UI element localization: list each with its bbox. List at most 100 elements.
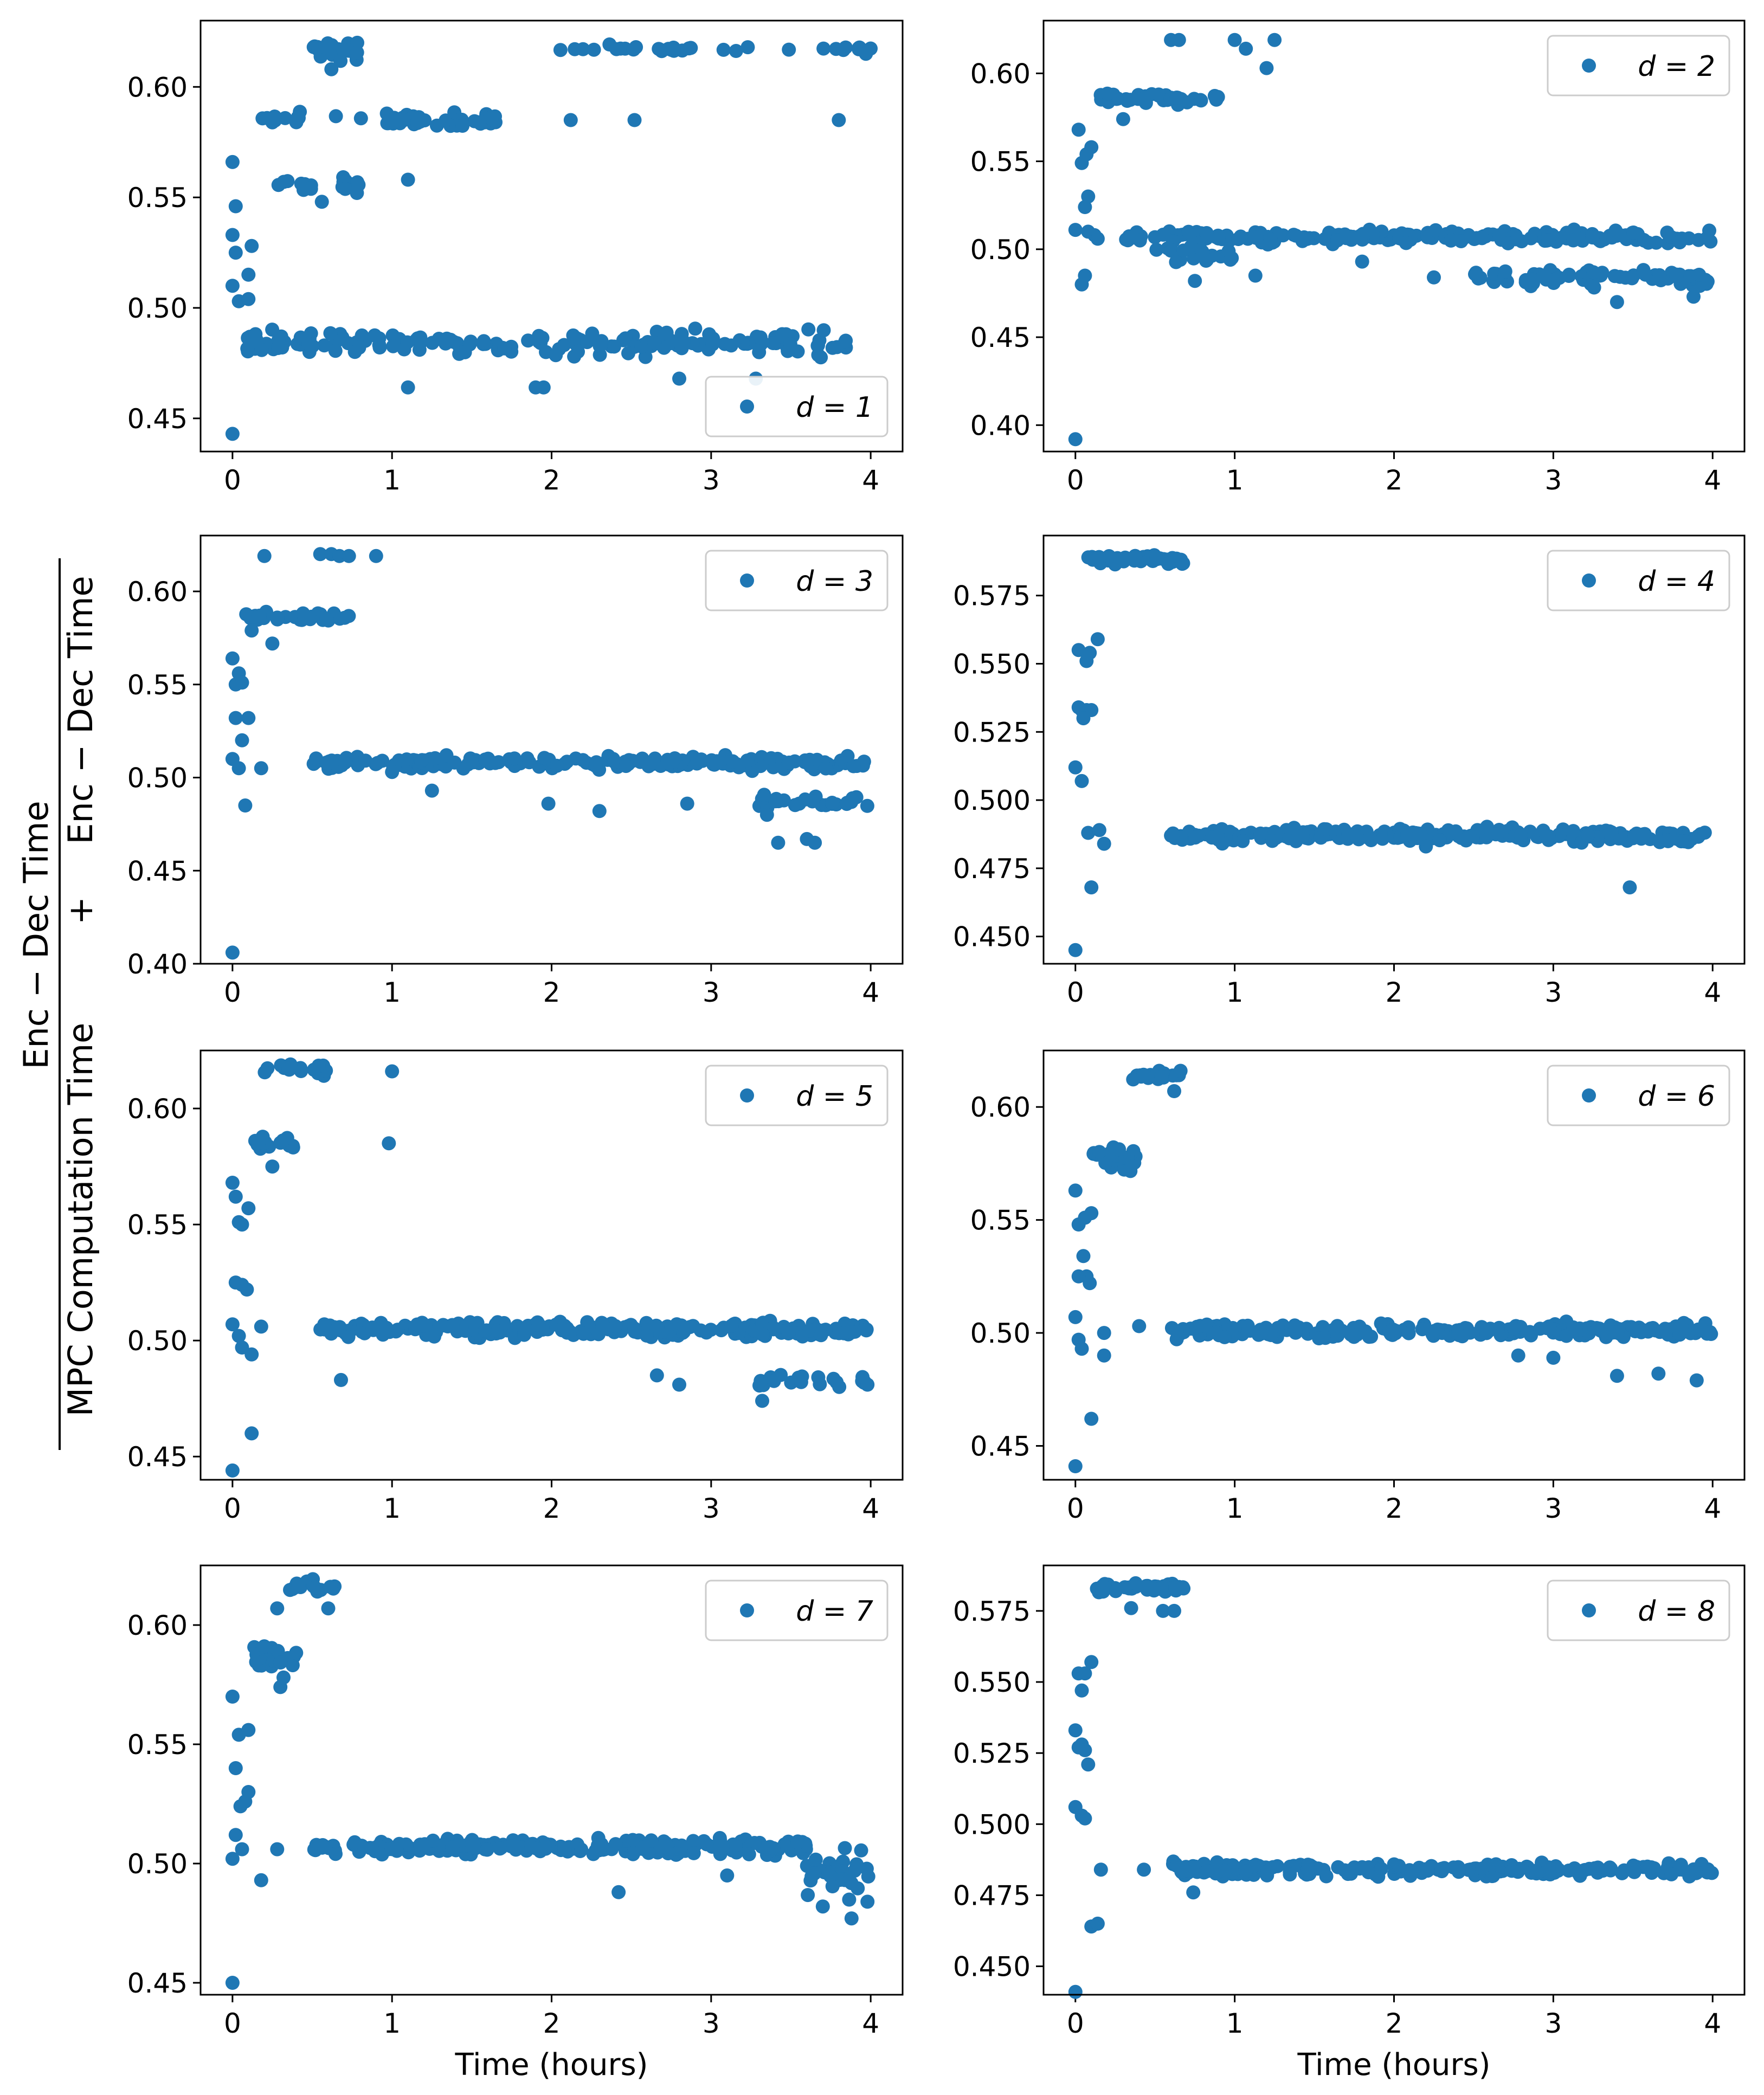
- x-tick-label: 4: [862, 465, 879, 496]
- data-point: [677, 1325, 691, 1339]
- data-point: [807, 1866, 822, 1881]
- data-point: [1071, 123, 1086, 137]
- data-point: [798, 792, 813, 807]
- x-tick-label: 1: [1226, 2008, 1244, 2039]
- x-tick-label: 4: [1704, 2008, 1721, 2039]
- data-point: [1068, 1310, 1083, 1324]
- data-point: [225, 427, 240, 441]
- data-point: [1626, 225, 1641, 240]
- legend-label: d = 7: [796, 1595, 873, 1628]
- data-point: [225, 154, 240, 169]
- data-point: [1661, 833, 1676, 848]
- data-point: [1096, 1578, 1110, 1593]
- data-point: [265, 636, 280, 651]
- data-point: [225, 1690, 240, 1704]
- data-point: [764, 751, 778, 765]
- data-point: [1253, 826, 1268, 841]
- data-point: [1623, 880, 1637, 895]
- data-point: [244, 1347, 259, 1362]
- data-point: [254, 761, 268, 776]
- data-point: [608, 1319, 623, 1333]
- data-point: [281, 1062, 296, 1076]
- x-tick-label: 4: [862, 2008, 879, 2039]
- data-point: [640, 1329, 654, 1343]
- data-point: [412, 343, 427, 357]
- data-point: [1097, 1326, 1111, 1340]
- y-tick-label: 0.50: [127, 763, 188, 794]
- data-point: [329, 109, 343, 124]
- legend-box: [1547, 35, 1730, 96]
- data-point: [401, 380, 415, 395]
- data-point: [418, 1318, 433, 1333]
- data-point: [401, 172, 415, 187]
- data-point: [225, 651, 240, 666]
- y-tick-label: 0.60: [127, 1093, 188, 1125]
- data-point: [1193, 1319, 1207, 1333]
- data-point: [1218, 1864, 1232, 1878]
- data-point: [531, 1317, 546, 1332]
- data-point: [1533, 1322, 1547, 1336]
- data-point: [1174, 552, 1188, 567]
- data-point: [838, 1841, 852, 1855]
- data-point: [766, 336, 781, 350]
- data-point: [1607, 269, 1622, 283]
- data-point: [1571, 1866, 1586, 1880]
- data-point: [532, 328, 546, 343]
- data-point: [1084, 1655, 1099, 1669]
- data-point: [368, 328, 382, 343]
- y-tick-label: 0.575: [953, 581, 1031, 612]
- data-point: [1071, 1269, 1086, 1284]
- data-point: [338, 756, 352, 770]
- data-point: [1672, 1327, 1687, 1341]
- data-point: [231, 761, 246, 776]
- data-point: [819, 761, 833, 776]
- x-tick-label: 0: [224, 465, 241, 496]
- x-tick-label: 4: [1704, 465, 1721, 496]
- data-point: [429, 118, 444, 133]
- x-tick-label: 3: [1544, 1493, 1562, 1524]
- data-point: [1451, 1865, 1466, 1879]
- data-point: [626, 1833, 640, 1847]
- data-point: [370, 756, 385, 770]
- data-point: [1543, 1322, 1557, 1336]
- data-point: [1167, 1084, 1181, 1098]
- data-point: [1205, 830, 1219, 845]
- data-point: [350, 186, 364, 200]
- x-tick-label: 4: [1704, 1493, 1721, 1524]
- axes-frame: [199, 20, 904, 453]
- data-point: [1651, 1366, 1666, 1381]
- data-point: [265, 323, 280, 337]
- data-point: [294, 1064, 308, 1078]
- legend-label: d = 2: [1638, 50, 1715, 83]
- data-point: [1501, 236, 1515, 250]
- data-point: [1168, 1580, 1182, 1595]
- data-point: [1176, 243, 1191, 258]
- legend-label: d = 4: [1638, 565, 1715, 598]
- data-point: [588, 758, 603, 773]
- data-point: [447, 755, 462, 770]
- data-point: [1081, 1757, 1096, 1772]
- data-point: [1479, 1326, 1494, 1340]
- data-point: [1541, 1860, 1556, 1874]
- data-point: [1615, 228, 1630, 243]
- data-point: [1524, 231, 1538, 246]
- x-tick-label: 0: [1067, 465, 1084, 496]
- subplot-d3: 0 1 2 3 4 0.40 0.45 0.50 0.55 0.60 d = 3: [127, 534, 904, 1008]
- data-point: [1218, 1330, 1232, 1344]
- data-point: [1641, 235, 1656, 250]
- data-point: [478, 752, 492, 767]
- data-point: [1704, 1327, 1718, 1341]
- data-point: [592, 804, 607, 818]
- data-point: [289, 1646, 304, 1660]
- data-point: [1434, 1861, 1449, 1876]
- y-tick-label: 0.550: [953, 1667, 1031, 1698]
- axes-frame: [199, 534, 904, 965]
- data-point: [1514, 828, 1528, 842]
- data-point: [308, 1580, 323, 1595]
- data-point: [270, 610, 285, 625]
- data-point: [697, 1834, 711, 1848]
- legend: d = 8: [1547, 1580, 1730, 1641]
- data-point: [432, 332, 446, 346]
- y-tick-label: 0.50: [127, 293, 188, 324]
- y-tick-label: 0.575: [953, 1596, 1031, 1627]
